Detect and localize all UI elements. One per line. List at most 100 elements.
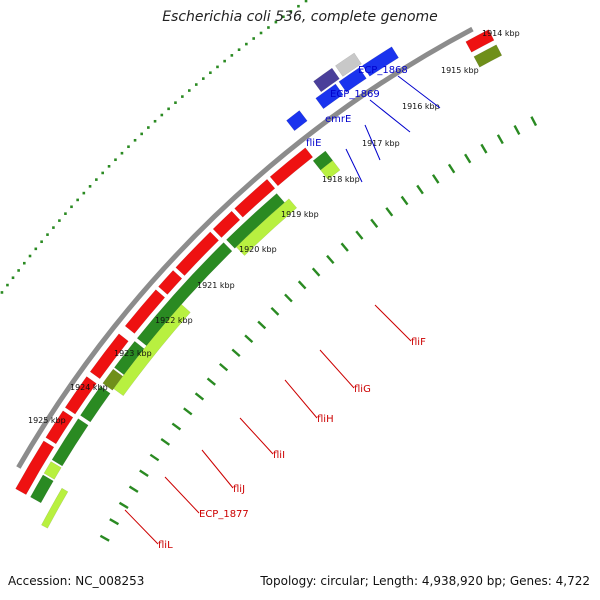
leader-line [397,75,441,109]
ring-dash [118,501,129,509]
ring-dot [140,132,143,136]
red-cds [158,270,183,295]
ring-dot [34,247,38,251]
red-cds [45,410,74,445]
ring-dot [297,4,300,8]
ring-dot [52,226,55,229]
ring-dash [270,306,280,316]
tick-label: 1918 kbp [322,175,360,184]
ring-dot [230,54,234,57]
green-feature [51,418,89,467]
gene-label: fliH [317,414,334,425]
light-green-feature [43,461,62,480]
gene-label: fliL [158,540,173,551]
light-green-feature [320,160,341,180]
tick-label: 1920 kbp [239,245,277,254]
ring-dash [370,218,379,228]
ring-dot [40,240,43,244]
accession-text: Accession: NC_008253 [8,574,145,588]
ring-dot [274,20,278,24]
ring-dash [431,174,440,184]
grey-cds [335,52,362,77]
red-cds [15,440,55,495]
ring-dash [109,518,120,526]
ring-dash [284,293,293,303]
leader-line [369,99,411,133]
ring-dot [6,283,9,287]
ring-dash [128,485,139,493]
ring-dash [231,348,241,358]
ring-dot [88,185,92,188]
leader-line [164,476,200,514]
blue-cds [362,46,399,77]
leader-line [319,349,355,389]
ring-dot [22,261,26,265]
green-feature [80,386,111,423]
ring-dot [245,42,248,46]
gene-label: ECP_1868 [358,65,408,76]
ring-dash [447,163,456,174]
ring-dash [171,422,182,431]
ring-dot [267,26,270,29]
ring-dash [244,334,254,344]
gene-label: emrE [325,114,351,125]
tick-label: 1916 kbp [402,102,440,111]
ring-dot [237,48,241,51]
ring-dot [153,119,157,123]
ring-dot [64,212,67,215]
ring-dot [223,59,226,63]
ring-dot [127,145,130,149]
light-green-feature [113,304,191,397]
blue-cds [286,110,308,132]
genome-backbone [16,26,474,469]
ring-dash [326,254,335,265]
red-cds [175,231,220,276]
red-cds [64,376,97,415]
leader-line [201,449,234,489]
gene-label: fliG [354,384,371,395]
tick-label: 1917 kbp [362,139,400,148]
ring-dash [355,230,364,240]
ring-dot [17,269,20,272]
tick-label: 1922 kbp [155,316,193,325]
ring-dot [46,233,49,236]
ring-dot [216,65,219,69]
genome-summary-text: Topology: circular; Length: 4,938,920 bp… [260,574,590,588]
ring-dot [174,101,177,104]
ring-dot [120,151,124,155]
ring-dot [76,198,79,202]
tick-label: 1924 kbp [70,383,108,392]
ring-dash [183,407,193,416]
gene-label: ECP_1877 [199,509,249,520]
ring-dash [480,143,488,154]
ring-dot [0,291,4,294]
ring-dot [259,31,263,35]
olive-feature [473,44,503,68]
red-cds [124,289,166,334]
gene-labels: fliF fliG fliH fliI fliJ ECP_1877 fliL ECP_1868… [124,65,441,551]
ring-dash [464,153,472,164]
blue-cds [315,83,344,110]
ring-dot [167,107,170,111]
ring-dash [416,184,424,195]
red-cds [234,178,276,218]
ring-dot [187,89,191,92]
gene-label: fliJ [233,484,245,495]
ring-dot [209,71,212,75]
leader-line [364,124,381,161]
ring-dot [252,37,255,40]
light-green-feature [41,487,69,529]
ring-dash [149,453,160,462]
gene-label: ECP_1869 [330,89,380,100]
ring-dot [202,77,205,80]
ring-dash [385,207,394,217]
ring-dash [160,438,171,446]
gene-label: fliE [306,138,321,149]
ring-dash [139,469,149,478]
ring-dash [340,242,349,252]
outer-dotted-ring [0,0,308,294]
leader-line [345,148,363,183]
leader-line [284,379,318,419]
tick-label: 1914 kbp [482,29,520,38]
tick-label: 1923 kbp [114,349,152,358]
